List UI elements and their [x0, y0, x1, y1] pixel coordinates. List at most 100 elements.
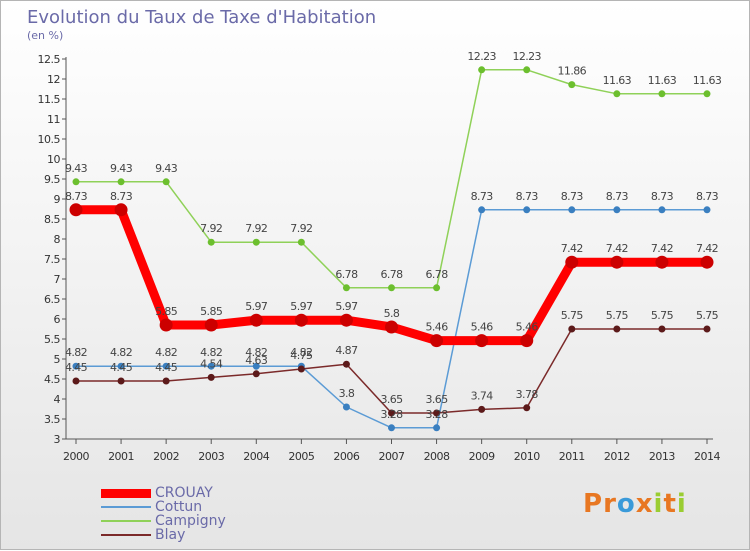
- proxiti-logo: Proxiti: [583, 489, 687, 519]
- chart-title: Evolution du Taux de Taxe d'Habitation: [27, 7, 377, 28]
- data-point-campigny: [72, 178, 80, 186]
- data-label-campigny: 9.43: [65, 162, 88, 175]
- data-label-blay: 4.87: [335, 344, 358, 357]
- data-point-campigny: [478, 66, 486, 74]
- data-point-campigny: [433, 284, 441, 292]
- data-label-campigny: 7.92: [200, 222, 222, 235]
- legend-label-cottun: Cottun: [155, 499, 203, 515]
- x-tick-label: 2001: [108, 450, 134, 463]
- logo-letter: t: [663, 489, 677, 519]
- legend-swatch-blay: [101, 534, 151, 536]
- data-label-cottun: 3.8: [339, 387, 355, 400]
- data-point-crouay: [294, 313, 308, 327]
- x-tick-label: 2004: [243, 450, 269, 463]
- x-tick-label: 2008: [424, 450, 450, 463]
- data-label-crouay: 5.46: [471, 321, 494, 334]
- y-tick-label: 11.5: [38, 93, 61, 106]
- logo-letter: i: [676, 489, 687, 519]
- data-point-blay: [658, 325, 666, 333]
- data-label-blay: 3.78: [516, 388, 539, 401]
- data-point-cottun: [433, 424, 441, 432]
- data-label-campigny: 6.78: [380, 268, 403, 281]
- x-tick-label: 2005: [288, 450, 314, 463]
- data-point-blay: [433, 409, 441, 417]
- data-label-blay: 4.45: [110, 361, 133, 374]
- x-tick-label: 2013: [649, 450, 675, 463]
- data-label-cottun: 4.82: [155, 346, 177, 359]
- data-label-campigny: 11.86: [558, 65, 587, 78]
- y-tick-label: 11: [47, 113, 60, 126]
- x-tick-label: 2000: [63, 450, 89, 463]
- data-point-cottun: [703, 206, 711, 214]
- data-label-cottun: 4.82: [290, 346, 312, 359]
- data-label-blay: 3.65: [426, 393, 449, 406]
- data-point-blay: [162, 377, 170, 385]
- x-tick-label: 2012: [604, 450, 630, 463]
- data-label-blay: 4.54: [200, 357, 223, 370]
- y-tick-label: 12.5: [38, 53, 61, 66]
- data-label-blay: 4.45: [155, 361, 178, 374]
- chart-legend: CROUAY Cottun Campigny Blay: [101, 486, 226, 542]
- x-tick-label: 2003: [198, 450, 224, 463]
- data-point-cottun: [658, 206, 666, 214]
- data-label-campigny: 12.23: [467, 50, 496, 63]
- y-tick-label: 4: [54, 393, 61, 406]
- y-tick-label: 8: [54, 233, 61, 246]
- data-label-campigny: 11.63: [648, 74, 677, 87]
- data-point-crouay: [69, 203, 83, 217]
- data-point-blay: [252, 370, 260, 378]
- legend-label-campigny: Campigny: [155, 513, 226, 529]
- data-point-crouay: [520, 334, 534, 348]
- logo-letter: x: [635, 489, 654, 519]
- data-label-cottun: 8.73: [696, 190, 719, 203]
- data-point-blay: [523, 404, 531, 412]
- data-label-campigny: 7.92: [290, 222, 312, 235]
- data-label-crouay: 5.85: [200, 305, 223, 318]
- y-tick-label: 7.5: [44, 253, 60, 266]
- data-label-crouay: 5.97: [245, 300, 268, 313]
- data-point-cottun: [117, 362, 125, 370]
- data-label-campigny: 9.43: [110, 162, 133, 175]
- data-label-blay: 5.75: [561, 309, 584, 322]
- data-point-cottun: [388, 424, 395, 432]
- x-tick-label: 2010: [514, 450, 540, 463]
- data-label-crouay: 7.42: [606, 242, 628, 255]
- data-point-campigny: [388, 284, 395, 292]
- y-tick-label: 10: [47, 153, 60, 166]
- x-tick-label: 2007: [379, 450, 405, 463]
- data-label-blay: 4.45: [65, 361, 88, 374]
- data-label-crouay: 5.8: [384, 307, 400, 320]
- data-label-cottun: 4.82: [65, 346, 87, 359]
- data-label-crouay: 5.46: [426, 321, 449, 334]
- data-point-blay: [703, 325, 711, 333]
- data-point-cottun: [207, 362, 215, 370]
- x-tick-label: 2014: [694, 450, 720, 463]
- data-label-cottun: 8.73: [606, 190, 629, 203]
- data-point-campigny: [297, 238, 305, 246]
- data-label-campigny: 6.78: [426, 268, 449, 281]
- data-point-campigny: [252, 238, 260, 246]
- legend-swatch-cottun: [101, 506, 151, 508]
- data-label-campigny: 11.63: [693, 74, 722, 87]
- data-point-crouay: [430, 334, 444, 348]
- x-tick-label: 2011: [559, 450, 585, 463]
- data-point-crouay: [114, 203, 128, 217]
- y-tick-label: 6.5: [44, 293, 60, 306]
- data-label-cottun: 8.73: [651, 190, 674, 203]
- y-tick-label: 3: [54, 433, 61, 446]
- y-tick-label: 9.5: [44, 173, 60, 186]
- legend-swatch-crouay: [101, 489, 151, 498]
- data-label-cottun: 8.73: [561, 190, 584, 203]
- y-tick-label: 5.5: [44, 333, 60, 346]
- data-label-cottun: 4.82: [200, 346, 222, 359]
- data-label-blay: 5.75: [651, 309, 674, 322]
- data-point-crouay: [159, 318, 173, 332]
- legend-item-crouay: CROUAY: [101, 486, 226, 500]
- data-point-blay: [72, 377, 80, 385]
- data-point-crouay: [565, 255, 579, 269]
- data-point-blay: [568, 325, 576, 333]
- data-point-campigny: [162, 178, 170, 186]
- data-point-campigny: [207, 238, 215, 246]
- data-point-crouay: [385, 320, 398, 334]
